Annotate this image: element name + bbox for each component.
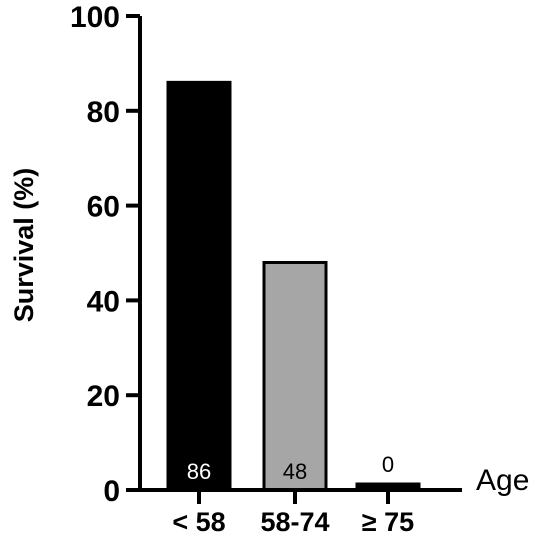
x-tick-label-under-58: < 58 <box>172 507 225 537</box>
y-tick-label-100: 100 <box>70 1 120 34</box>
x-tick-label-58-74: 58-74 <box>260 507 329 537</box>
x-tick-label-75-plus: ≥ 75 <box>362 507 414 537</box>
y-tick-label-80: 80 <box>87 96 120 129</box>
bar-under-58 <box>166 80 232 492</box>
data-label-75-plus: 0 <box>382 452 394 477</box>
y-tick-label-20: 20 <box>87 380 120 413</box>
y-axis-title: Survival (%) <box>9 168 39 323</box>
x-axis-title: Age <box>476 464 529 497</box>
y-tick-labels: 0 20 40 60 80 100 <box>70 1 120 508</box>
bar-58-74 <box>262 260 328 492</box>
bars-group <box>166 80 421 492</box>
y-tick-label-60: 60 <box>87 191 120 224</box>
x-tick-labels: < 58 58-74 ≥ 75 <box>172 507 414 537</box>
y-tick-label-0: 0 <box>103 475 120 508</box>
data-label-under-58: 86 <box>187 459 211 484</box>
data-labels: 86 48 0 <box>187 452 394 484</box>
x-tick-marks <box>197 490 390 504</box>
data-label-58-74: 48 <box>283 459 307 484</box>
y-tick-label-40: 40 <box>87 285 120 318</box>
y-tick-marks <box>126 14 140 492</box>
